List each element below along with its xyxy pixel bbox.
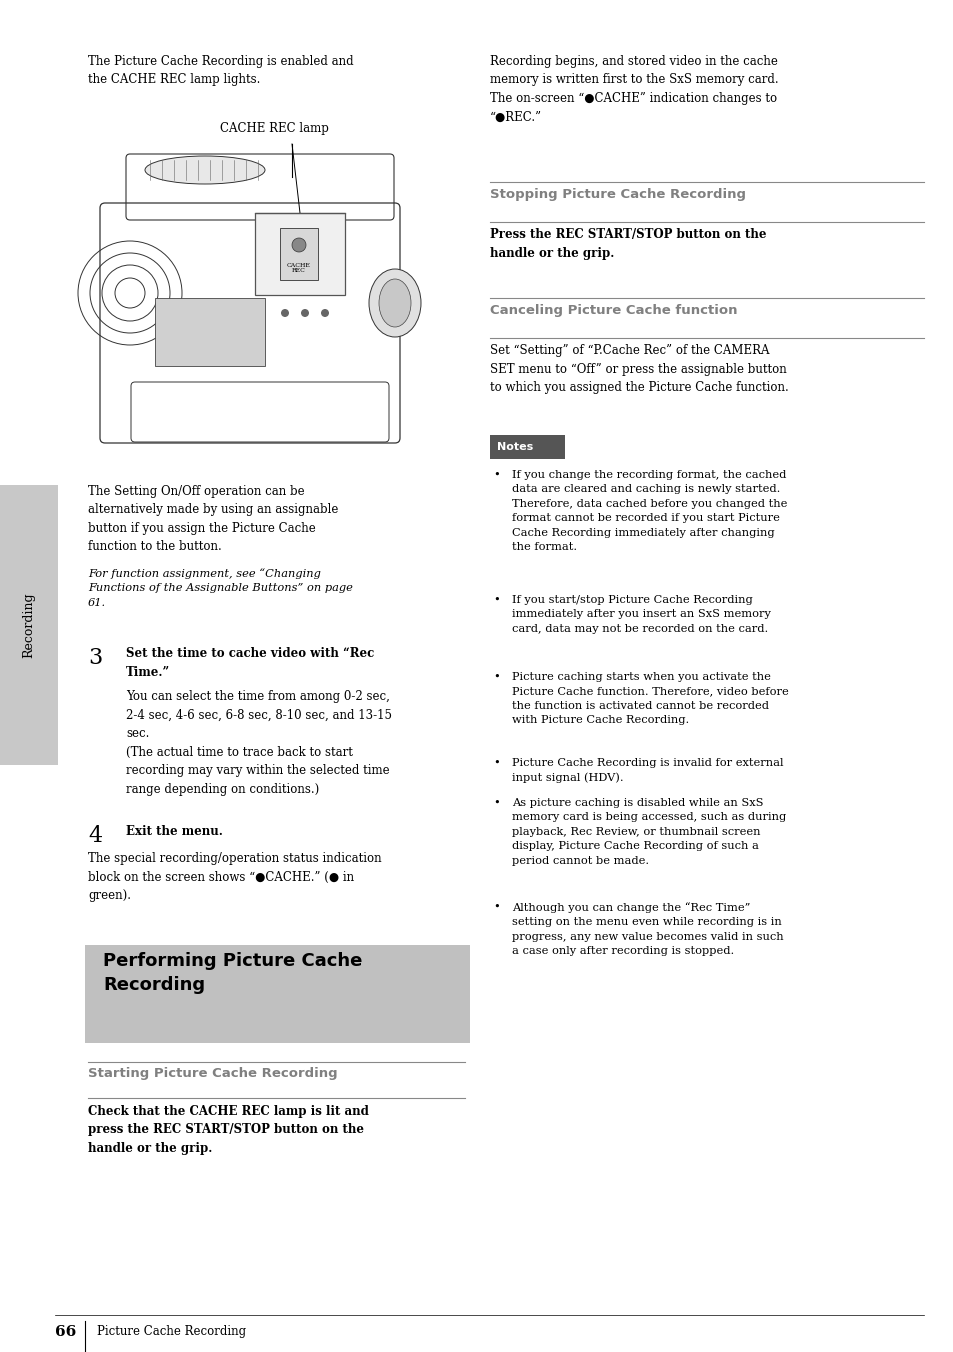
Text: CACHE
REC: CACHE REC — [287, 262, 311, 273]
Text: If you change the recording format, the cached
data are cleared and caching is n: If you change the recording format, the … — [512, 470, 786, 552]
Ellipse shape — [378, 279, 411, 327]
Bar — [280, 228, 317, 280]
Circle shape — [292, 238, 306, 251]
Text: Starting Picture Cache Recording: Starting Picture Cache Recording — [88, 1067, 337, 1080]
Ellipse shape — [369, 269, 420, 337]
Text: Press the REC START/STOP button on the
handle or the grip.: Press the REC START/STOP button on the h… — [490, 228, 765, 260]
Text: Canceling Picture Cache function: Canceling Picture Cache function — [490, 304, 737, 316]
Text: Picture caching starts when you activate the
Picture Cache function. Therefore, : Picture caching starts when you activate… — [512, 672, 788, 725]
Text: Performing Picture Cache
Recording: Performing Picture Cache Recording — [103, 952, 362, 994]
Text: •: • — [493, 758, 499, 768]
Text: •: • — [493, 798, 499, 808]
Bar — [85, 945, 470, 1042]
Text: Check that the CACHE REC lamp is lit and
press the REC START/STOP button on the
: Check that the CACHE REC lamp is lit and… — [88, 1105, 369, 1155]
Text: 4: 4 — [88, 825, 102, 846]
Bar — [154, 297, 265, 366]
Circle shape — [301, 310, 309, 316]
Text: Although you can change the “Rec Time”
setting on the menu even while recording : Although you can change the “Rec Time” s… — [512, 902, 782, 956]
Text: 66: 66 — [55, 1325, 76, 1338]
Text: As picture caching is disabled while an SxS
memory card is being accessed, such : As picture caching is disabled while an … — [512, 798, 785, 865]
Text: Set “Setting” of “P.Cache Rec” of the CAMERA
SET menu to “Off” or press the assi: Set “Setting” of “P.Cache Rec” of the CA… — [490, 343, 788, 393]
Text: •: • — [493, 672, 499, 681]
Bar — [490, 435, 564, 458]
Text: The special recording/operation status indication
block on the screen shows “●CA: The special recording/operation status i… — [88, 852, 381, 902]
Circle shape — [281, 310, 289, 316]
Ellipse shape — [145, 155, 265, 184]
Text: The Setting On/Off operation can be
alternatively made by using an assignable
bu: The Setting On/Off operation can be alte… — [88, 485, 338, 553]
Text: CACHE REC lamp: CACHE REC lamp — [220, 122, 329, 135]
Text: Picture Cache Recording: Picture Cache Recording — [97, 1325, 246, 1338]
Text: The Picture Cache Recording is enabled and
the CACHE REC lamp lights.: The Picture Cache Recording is enabled a… — [88, 55, 354, 87]
Text: Picture Cache Recording is invalid for external
input signal (HDV).: Picture Cache Recording is invalid for e… — [512, 758, 782, 783]
Text: •: • — [493, 902, 499, 913]
Circle shape — [320, 310, 329, 316]
Text: 3: 3 — [88, 648, 102, 669]
Text: Recording: Recording — [23, 592, 35, 658]
Text: For function assignment, see “Changing
Functions of the Assignable Buttons” on p: For function assignment, see “Changing F… — [88, 568, 353, 607]
Text: •: • — [493, 470, 499, 480]
Text: Recording begins, and stored video in the cache
memory is written first to the S: Recording begins, and stored video in th… — [490, 55, 778, 123]
Text: Exit the menu.: Exit the menu. — [126, 825, 223, 838]
Text: You can select the time from among 0-2 sec,
2-4 sec, 4-6 sec, 6-8 sec, 8-10 sec,: You can select the time from among 0-2 s… — [126, 690, 392, 795]
Text: If you start/stop Picture Cache Recording
immediately after you insert an SxS me: If you start/stop Picture Cache Recordin… — [512, 595, 770, 634]
Text: Stopping Picture Cache Recording: Stopping Picture Cache Recording — [490, 188, 745, 201]
Text: Set the time to cache video with “Rec
Time.”: Set the time to cache video with “Rec Ti… — [126, 648, 374, 679]
Text: •: • — [493, 595, 499, 604]
Text: Notes: Notes — [497, 442, 533, 452]
Bar — [254, 214, 345, 295]
Bar — [0, 485, 58, 765]
